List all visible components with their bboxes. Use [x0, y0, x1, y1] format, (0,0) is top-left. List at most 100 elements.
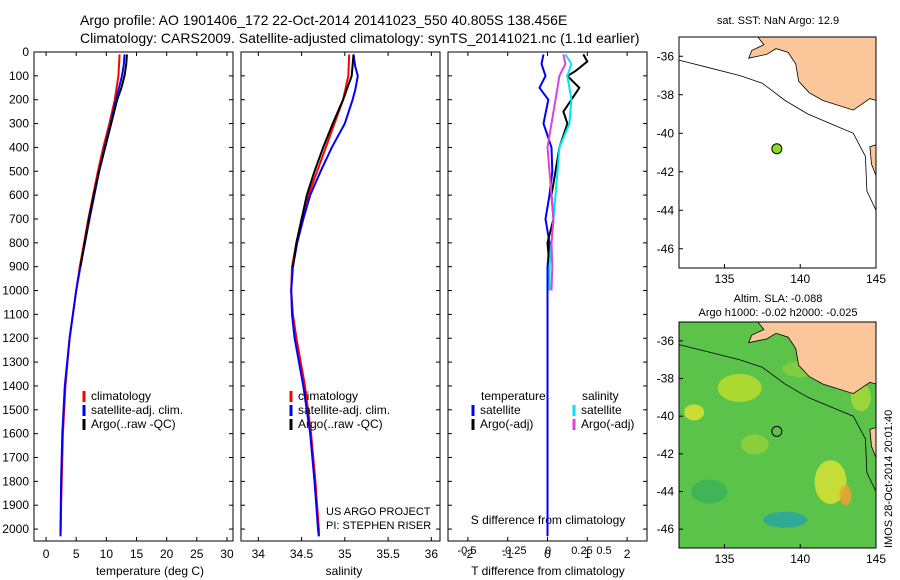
- x-tick-label: 1: [584, 547, 591, 561]
- temperature-xlabel: temperature (deg C): [96, 564, 204, 578]
- sla-map-title-line2: Argo h1000: -0.02 h2000: -0.025: [698, 307, 857, 319]
- x-tick-label: 34: [252, 547, 266, 561]
- y-tick-label: 1100: [3, 307, 29, 321]
- legend-label: satellite: [581, 403, 622, 417]
- y-tick-label: 1400: [2, 379, 29, 393]
- sla-anomaly-patch: [684, 404, 705, 421]
- y-tick-label: 1600: [2, 427, 29, 441]
- x-tick-label: -2: [463, 547, 474, 561]
- x-tick-label: 0: [544, 547, 551, 561]
- x-tick-label: 15: [130, 547, 144, 561]
- map-x-tick-label: 145: [866, 272, 886, 286]
- top-tick-label: 0.5: [596, 545, 611, 557]
- x-tick-label: 10: [100, 547, 114, 561]
- sla-map: Altim. SLA: -0.088 Argo h1000: -0.02 h20…: [657, 293, 887, 566]
- sst-map: sat. SST: NaN Argo: 12.9 135 140 145 -36 -38…: [657, 15, 887, 286]
- y-tick-label: 300: [9, 117, 29, 131]
- y-tick-label: 1300: [2, 355, 29, 369]
- figure-title-line1: Argo profile: AO 1901406_172 22-Oct-2014…: [80, 12, 568, 28]
- sla-map-title-line1: Altim. SLA: -0.088: [734, 293, 823, 305]
- y-tick-label: 700: [9, 212, 29, 226]
- argo-float-marker: [771, 425, 783, 437]
- y-tick-label: 500: [9, 164, 29, 178]
- map-x-tick-label: 140: [790, 272, 810, 286]
- x-tick-label: 35.5: [376, 547, 400, 561]
- x-tick-label: 25: [190, 547, 204, 561]
- y-tick-label: 200: [9, 93, 29, 107]
- x-tick-label: 2: [624, 547, 631, 561]
- map-x-tick-label: 140: [790, 552, 810, 566]
- difference-plot: S difference from climatology T differen…: [447, 51, 648, 578]
- legend-label: satellite-adj. clim.: [91, 403, 183, 417]
- sla-anomaly-patch: [839, 485, 852, 506]
- legend-label: climatology: [298, 389, 358, 403]
- y-tick-label: 600: [9, 188, 29, 202]
- x-tick-label: 35: [338, 547, 352, 561]
- map-y-tick-label: -44: [657, 485, 675, 499]
- map-y-tick-label: -46: [657, 522, 675, 536]
- map-y-tick-label: -42: [657, 165, 675, 179]
- x-tick-label: 36: [425, 547, 439, 561]
- top-tick-label: 0.25: [571, 545, 592, 557]
- sla-anomaly-patch: [717, 373, 762, 402]
- map-y-tick-label: -40: [657, 409, 675, 423]
- y-tick-label: 1200: [2, 331, 29, 345]
- legend-label: satellite-adj. clim.: [298, 403, 390, 417]
- plot-frame: [240, 51, 441, 542]
- figure-title-line2: Climatology: CARS2009. Satellite-adjuste…: [80, 30, 640, 46]
- y-tick-label: 1700: [2, 451, 29, 465]
- map-y-tick-label: -42: [657, 447, 675, 461]
- x-tick-label: 0: [43, 547, 50, 561]
- y-tick-label: 1500: [2, 403, 29, 417]
- map-y-tick-label: -36: [657, 334, 675, 348]
- series-line: [546, 53, 589, 267]
- series-line: [291, 54, 355, 267]
- temperature-plot: temperature (deg C) 01002003004005006007…: [2, 45, 234, 578]
- salinity-plot: salinity 34 34.5 35 35.5 36 climatologysatell…: [240, 51, 441, 578]
- plot-frame: [33, 51, 234, 542]
- argo-float-marker: [771, 143, 783, 155]
- sla-anomaly-patch: [763, 511, 808, 528]
- x-tick-label: 20: [160, 547, 174, 561]
- map-x-tick-label: 135: [714, 272, 734, 286]
- salinity-xlabel: salinity: [326, 564, 363, 578]
- legend-label: Argo(..raw -QC): [298, 417, 383, 431]
- map-y-tick-label: -36: [657, 49, 675, 63]
- legend-label: climatology: [91, 389, 151, 403]
- t-difference-xlabel: T difference from climatology: [471, 564, 625, 578]
- series-line: [59, 54, 126, 537]
- y-tick-label: 100: [9, 69, 29, 83]
- credit-line1: US ARGO PROJECT: [326, 506, 431, 518]
- depth-contour: [678, 344, 877, 492]
- series-line: [290, 54, 351, 537]
- sla-anomaly-patch: [814, 460, 847, 505]
- imos-timestamp: IMOS 28-Oct-2014 20:01:40: [883, 410, 895, 548]
- map-y-tick-label: -38: [657, 372, 675, 386]
- x-tick-label: 5: [73, 547, 80, 561]
- map-y-tick-label: -46: [657, 242, 675, 256]
- map-frame: [678, 36, 877, 269]
- top-tick-label: -0.25: [501, 545, 526, 557]
- legend-label: Argo(-adj): [480, 417, 533, 431]
- legend-label: Argo(-adj): [581, 417, 634, 431]
- map-y-tick-label: -40: [657, 126, 675, 140]
- legend-label: satellite: [480, 403, 521, 417]
- top-tick-label: 0: [545, 545, 551, 557]
- y-tick-label: 800: [9, 236, 29, 250]
- map-frame: [678, 321, 877, 549]
- y-tick-label: 1000: [2, 284, 29, 298]
- series-line: [538, 54, 554, 537]
- credit-line2: PI: STEPHEN RISER: [326, 520, 431, 532]
- y-tick-label: 2000: [2, 522, 29, 536]
- legend-label: Argo(..raw -QC): [91, 417, 176, 431]
- map-x-tick-label: 135: [714, 552, 734, 566]
- sla-anomaly-patch: [691, 479, 728, 504]
- legend-salinity-title: salinity: [582, 389, 619, 403]
- y-tick-label: 1900: [2, 498, 29, 512]
- map-y-tick-label: -38: [657, 88, 675, 102]
- series-line: [79, 54, 128, 267]
- legend-temperature-title: temperature: [481, 389, 546, 403]
- y-tick-label: 0: [22, 45, 29, 59]
- y-tick-label: 1800: [2, 474, 29, 488]
